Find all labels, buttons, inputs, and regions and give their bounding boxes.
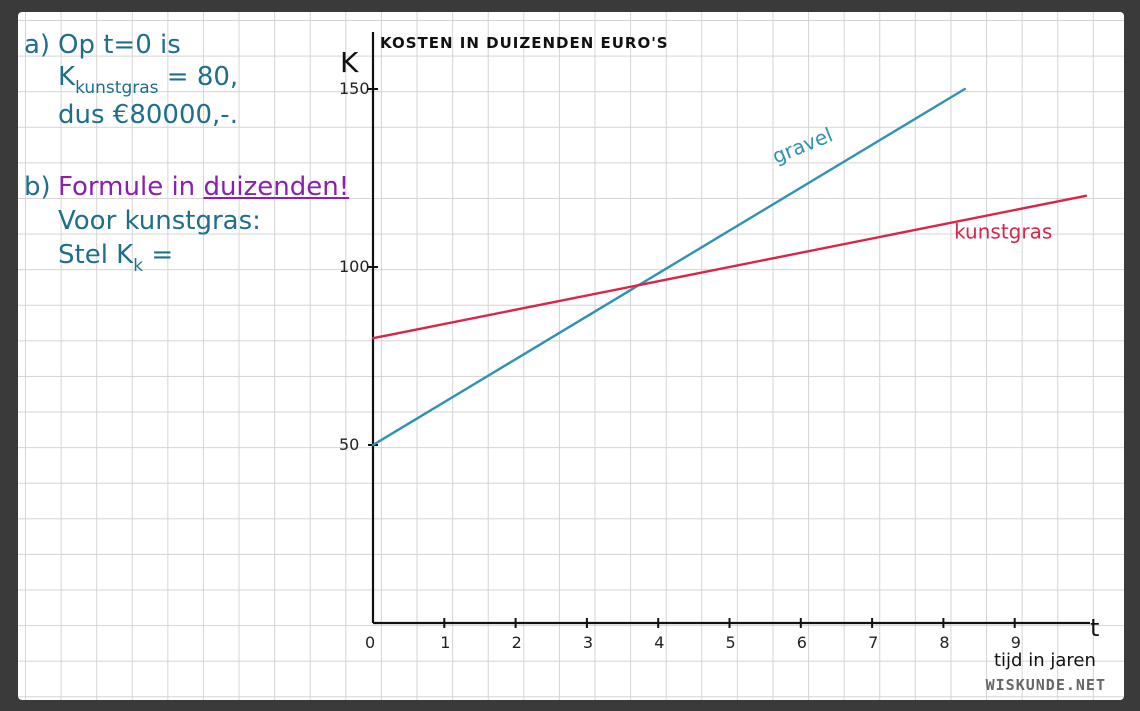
y-tick-label: 50 bbox=[339, 435, 359, 454]
note-b-equals: = bbox=[143, 240, 174, 270]
y-axis-label: K bbox=[340, 46, 359, 79]
note-a-line3: dus €80000,-. bbox=[58, 100, 238, 130]
note-a-value: = 80, bbox=[166, 62, 239, 92]
note-b-line1: Formule in duizenden! bbox=[58, 172, 349, 202]
note-b-label: b) bbox=[24, 172, 51, 202]
whiteboard: a) Op t=0 is Kkunstgras = 80, dus €80000… bbox=[18, 12, 1124, 700]
x-tick-label: 5 bbox=[726, 633, 736, 652]
note-b-line2: Voor kunstgras: bbox=[58, 206, 261, 236]
x-tick-label: 6 bbox=[797, 633, 807, 652]
series-label-kunstgras: kunstgras bbox=[954, 220, 1052, 244]
x-tick-label: 7 bbox=[868, 633, 878, 652]
series bbox=[371, 87, 1088, 447]
note-a-k-subscript: kunstgras bbox=[75, 78, 159, 98]
note-a-label: a) bbox=[24, 30, 51, 60]
series-label-gravel: gravel bbox=[769, 123, 836, 169]
series-line-kunstgras bbox=[371, 194, 1088, 340]
x-tick-label: 2 bbox=[512, 633, 522, 652]
cost-chart: KOSTEN IN DUIZENDEN EURO'S K t tijd in j… bbox=[339, 32, 1099, 671]
note-b-stel: Stel K bbox=[58, 240, 134, 270]
x-axis-sublabel: tijd in jaren bbox=[994, 650, 1096, 671]
axes bbox=[371, 32, 1090, 625]
x-axis-label: t bbox=[1090, 614, 1099, 642]
chart-title: KOSTEN IN DUIZENDEN EURO'S bbox=[380, 34, 669, 52]
y-tick-label: 100 bbox=[339, 257, 370, 276]
note-b-line3: Stel Kk = bbox=[58, 240, 174, 276]
ticks: 0 1 2 3 4 5 6 7 8 9 50 100 150 bbox=[339, 79, 1021, 652]
note-a-k: K bbox=[58, 62, 76, 92]
note-b-text: Formule in bbox=[58, 172, 204, 202]
y-tick-label: 150 bbox=[339, 79, 370, 98]
x-tick-label: 9 bbox=[1011, 633, 1021, 652]
x-tick-label: 0 bbox=[365, 633, 375, 652]
note-b-underlined: duizenden! bbox=[203, 172, 350, 202]
watermark: WISKUNDE.NET bbox=[985, 676, 1106, 694]
series-line-gravel bbox=[371, 87, 966, 447]
note-a-line2: Kkunstgras = 80, bbox=[58, 62, 239, 98]
x-tick-label: 4 bbox=[654, 633, 664, 652]
x-tick-label: 8 bbox=[939, 633, 949, 652]
x-tick-label: 3 bbox=[583, 633, 593, 652]
note-a-line1: Op t=0 is bbox=[58, 30, 181, 60]
note-b-k-subscript: k bbox=[133, 256, 144, 276]
series-labels: gravel kunstgras bbox=[769, 123, 1053, 244]
x-tick-label: 1 bbox=[440, 633, 450, 652]
